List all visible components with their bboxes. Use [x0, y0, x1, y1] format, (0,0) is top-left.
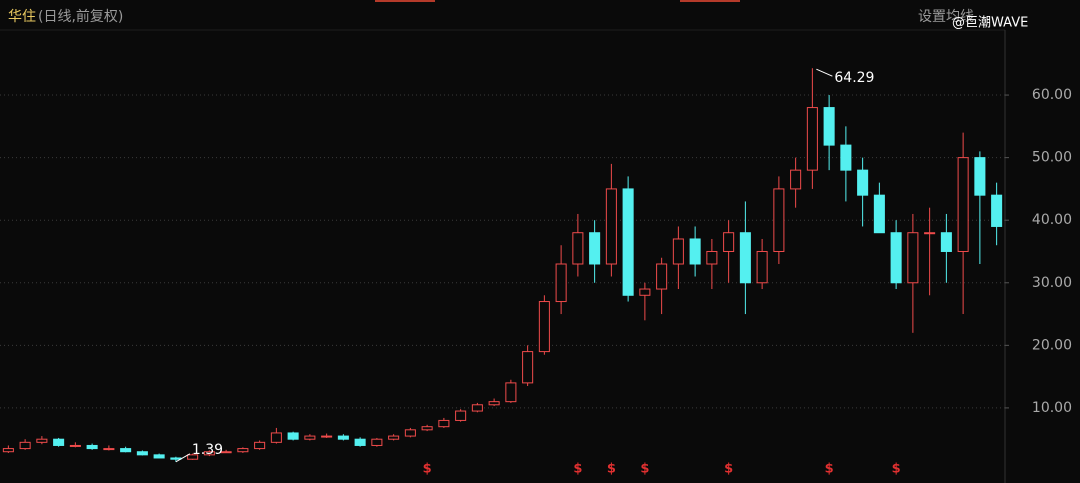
candle-body — [36, 438, 48, 443]
watermark: @巨潮WAVE — [952, 16, 1028, 31]
annotation-arrow — [816, 68, 833, 77]
candle-body — [404, 429, 416, 437]
candle-body — [120, 448, 132, 453]
dividend-marker: $ — [640, 462, 649, 477]
candle-body — [53, 438, 65, 446]
candle-body — [270, 432, 282, 443]
y-tick-label: 40.00 — [1032, 212, 1072, 228]
settings-button[interactable]: 设置均线 — [918, 9, 974, 25]
candle-body — [924, 232, 936, 235]
candle-body — [505, 382, 517, 403]
candle-body — [471, 404, 483, 412]
candle-body — [103, 448, 115, 451]
candle-body — [538, 301, 550, 353]
candle-body — [890, 232, 902, 284]
chart-subtitle: (日线,前复权) — [38, 8, 123, 25]
candle-body — [321, 435, 333, 438]
candle-body — [488, 401, 500, 406]
y-tick-label: 20.00 — [1032, 337, 1072, 353]
candle-body — [153, 454, 165, 459]
candle-body — [254, 441, 266, 450]
candle-body — [170, 457, 182, 460]
top-tab — [375, 0, 435, 2]
candle-body — [2, 448, 14, 453]
top-tab — [680, 0, 740, 2]
candle-body — [706, 250, 718, 265]
candle-body — [421, 426, 433, 431]
dividend-marker: $ — [423, 462, 432, 477]
candle-body — [237, 448, 249, 453]
chart-title: 华住 — [8, 9, 36, 25]
candle-body — [354, 438, 366, 446]
min-annotation: 1.39 — [192, 442, 223, 458]
candle-body — [86, 444, 98, 450]
candle-body — [873, 194, 885, 234]
candle-body — [739, 232, 751, 284]
candle-body — [371, 438, 383, 446]
candle-body — [940, 232, 952, 252]
candle-body — [639, 288, 651, 296]
candle-body — [806, 107, 818, 171]
candle-body — [337, 435, 349, 440]
y-tick-label: 30.00 — [1032, 275, 1072, 291]
candle-body — [723, 232, 735, 252]
dividend-marker: $ — [573, 462, 582, 477]
candle-body — [991, 194, 1003, 227]
candle-body — [656, 263, 668, 290]
candle-body — [605, 188, 617, 265]
dividend-marker: $ — [724, 462, 733, 477]
candle-body — [555, 263, 567, 303]
candle-body — [572, 232, 584, 265]
candle-body — [622, 188, 634, 296]
candle-body — [907, 232, 919, 284]
candle-body — [689, 238, 701, 265]
annotation-arrow — [175, 453, 191, 463]
candle-body — [136, 451, 148, 456]
candle-body — [756, 250, 768, 284]
candle-body — [69, 444, 81, 447]
y-tick-label: 50.00 — [1032, 150, 1072, 166]
dividend-marker: $ — [607, 462, 616, 477]
candle-body — [388, 435, 400, 440]
dividend-marker: $ — [825, 462, 834, 477]
max-annotation: 64.29 — [834, 70, 874, 86]
y-tick-label: 60.00 — [1032, 87, 1072, 103]
candle-body — [438, 419, 450, 428]
candle-body — [957, 157, 969, 252]
candle-body — [187, 454, 199, 460]
candle-body — [304, 435, 316, 440]
candle-body — [672, 238, 684, 265]
candle-body — [589, 232, 601, 265]
candle-body — [974, 157, 986, 196]
dividend-marker: $ — [892, 462, 901, 477]
candle-body — [790, 169, 802, 190]
candle-body — [455, 410, 467, 421]
candle-body — [840, 144, 852, 171]
candle-body — [857, 169, 869, 196]
candle-body — [19, 441, 31, 450]
candle-body — [220, 451, 232, 454]
candle-body — [287, 432, 299, 440]
candle-body — [823, 107, 835, 146]
y-tick-label: 10.00 — [1032, 400, 1072, 416]
candle-body — [773, 188, 785, 252]
candle-body — [203, 451, 215, 456]
candle-body — [522, 351, 534, 384]
